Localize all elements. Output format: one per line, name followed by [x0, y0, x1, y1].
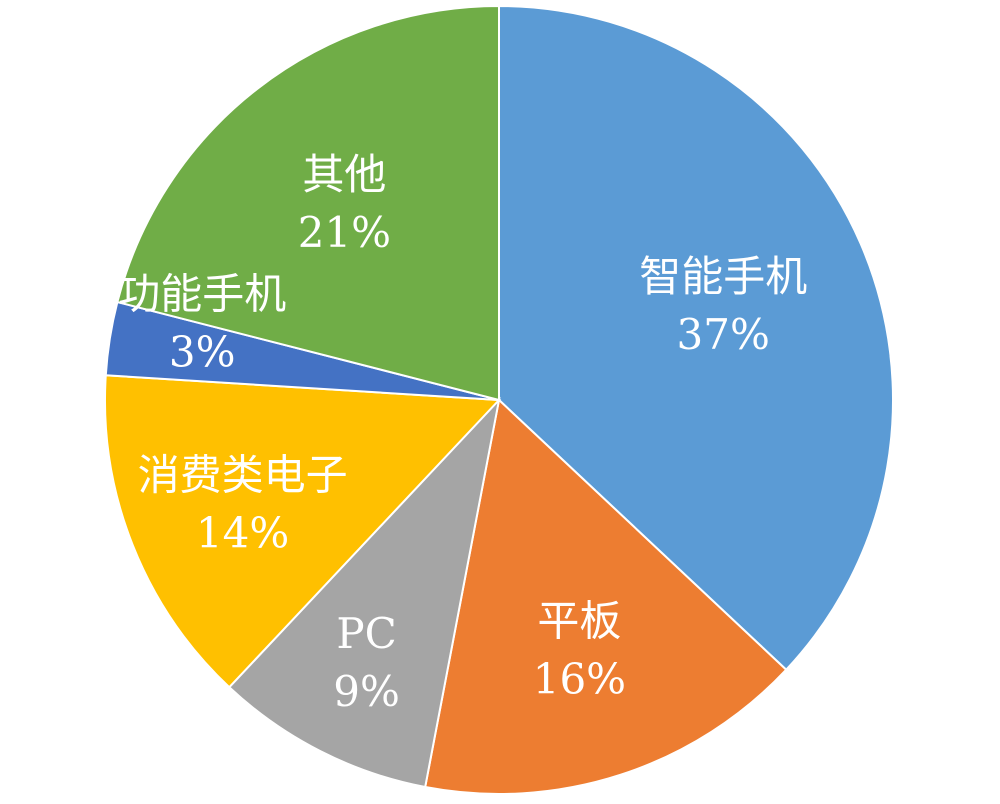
slice-category-label: 功能手机 — [118, 270, 286, 319]
slice-category-label: PC — [336, 609, 396, 658]
slice-category-label: 其他 — [302, 150, 386, 199]
slice-percent-label: 16% — [533, 654, 626, 703]
pie-labels: 智能手机 37% 平板 16% PC 9% 消费类电子 14% 功能手机 3% 其他 21% — [118, 150, 807, 716]
pie-slice-1 — [498, 4, 894, 672]
slice-percent-label: 21% — [298, 208, 391, 257]
slice-category-label: 平板 — [537, 596, 621, 645]
slice-percent-label: 14% — [196, 509, 289, 558]
pie-slice-3 — [227, 396, 501, 789]
slice-category-label: 消费类电子 — [138, 451, 348, 500]
slice-category-label: 智能手机 — [639, 252, 807, 301]
slice-percent-label: 3% — [169, 328, 236, 377]
pie-slice-4 — [104, 374, 502, 689]
pie-slices — [104, 4, 894, 795]
slice-percent-label: 37% — [677, 310, 770, 359]
pie-slice-2 — [424, 398, 788, 795]
slice-percent-label: 9% — [333, 667, 400, 716]
pie-slice-6 — [116, 4, 500, 402]
